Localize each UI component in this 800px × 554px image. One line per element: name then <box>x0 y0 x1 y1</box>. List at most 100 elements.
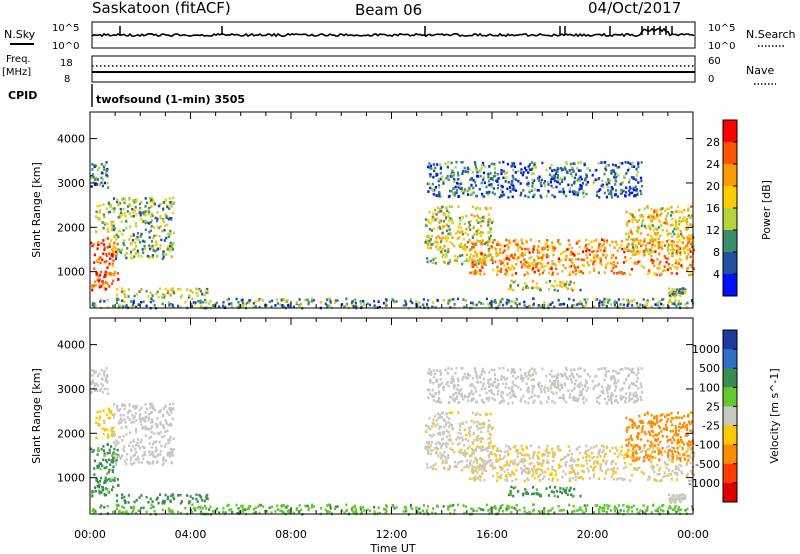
power-cell <box>97 243 100 246</box>
power-cell <box>98 279 101 283</box>
power-cell <box>598 304 601 308</box>
velocity-cell <box>523 479 526 483</box>
velocity-cell <box>488 432 491 436</box>
power-cell <box>546 255 549 259</box>
power-cell <box>201 300 205 304</box>
power-cell <box>512 168 515 172</box>
power-cell <box>637 162 640 166</box>
velocity-cell <box>103 506 106 509</box>
power-cell <box>547 189 550 193</box>
velocity-cell <box>98 485 101 489</box>
power-cell <box>517 179 520 183</box>
power-region-11 <box>667 287 687 299</box>
power-cell <box>499 300 502 304</box>
velocity-cell <box>487 425 490 428</box>
power-cell <box>474 250 477 254</box>
power-cell <box>648 252 651 256</box>
velocity-cell <box>607 395 610 398</box>
velocity-cell <box>650 414 653 417</box>
power-cell <box>447 161 450 164</box>
velocity-cell <box>613 382 616 385</box>
power-cell <box>447 262 450 265</box>
power-cell <box>94 284 97 287</box>
velocity-cell <box>669 473 673 476</box>
velocity-cell <box>627 441 630 444</box>
velocity-cell <box>585 509 588 513</box>
power-cell <box>650 208 653 211</box>
power-cell <box>671 223 674 227</box>
power-cell <box>228 302 231 306</box>
power-cell <box>129 235 132 238</box>
velocity-cell <box>606 468 609 471</box>
velocity-cell <box>659 450 662 454</box>
velocity-cell <box>686 447 690 451</box>
power-cell <box>551 244 554 248</box>
power-cell <box>646 303 649 306</box>
velocity-cell <box>511 471 515 475</box>
power-cell <box>594 298 597 301</box>
freq-tick-bottom: 8 <box>64 74 70 85</box>
power-cell <box>623 272 626 275</box>
velocity-cell <box>633 467 636 470</box>
velocity-cell <box>649 433 652 437</box>
power-cell <box>472 246 475 249</box>
velocity-cell <box>123 445 126 448</box>
power-cell <box>489 177 493 180</box>
power-cell <box>467 193 470 196</box>
power-cell <box>540 184 543 188</box>
velocity-cell <box>523 464 526 467</box>
power-cell <box>457 225 460 229</box>
power-cell <box>138 202 142 206</box>
velocity-cell <box>123 506 126 509</box>
power-cell <box>543 184 547 188</box>
velocity-cell <box>392 505 395 509</box>
velocity-cell <box>491 397 494 400</box>
power-cell <box>621 272 624 276</box>
power-cell <box>557 298 560 302</box>
velocity-cell <box>671 455 674 459</box>
velocity-cell <box>479 479 482 482</box>
velocity-cell <box>642 472 645 475</box>
power-cell <box>661 228 664 232</box>
power-cell <box>98 211 101 215</box>
power-cell <box>510 279 513 283</box>
velocity-cell <box>108 448 111 452</box>
velocity-cell <box>665 420 668 424</box>
power-cell <box>614 164 617 167</box>
velocity-cell <box>113 447 116 451</box>
velocity-cell <box>643 443 646 447</box>
power-cell <box>650 214 653 217</box>
power-cell <box>652 297 655 301</box>
nave-tick-top: 60 <box>708 56 721 67</box>
power-cell <box>615 265 618 268</box>
power-cell <box>437 235 440 238</box>
power-cell <box>594 178 597 182</box>
velocity-cell <box>282 511 286 514</box>
power-cell <box>633 188 636 192</box>
velocity-cell <box>552 459 555 463</box>
power-cell <box>243 302 246 305</box>
power-cell <box>533 179 536 182</box>
velocity-cell <box>98 372 101 375</box>
velocity-cell <box>537 451 540 454</box>
power-cell <box>442 219 445 223</box>
velocity-cell <box>629 479 632 482</box>
power-cell <box>489 258 492 262</box>
power-cell <box>625 210 628 214</box>
power-cell <box>533 260 536 264</box>
power-cell <box>441 224 444 228</box>
velocity-cell <box>487 509 490 512</box>
velocity-cell <box>611 375 614 378</box>
power-cell <box>475 168 478 172</box>
velocity-cell <box>660 508 663 512</box>
velocity-cell <box>553 511 556 515</box>
velocity-cell <box>651 442 654 446</box>
velocity-cell <box>437 412 440 416</box>
power-cell <box>457 177 460 181</box>
velocity-cell <box>656 509 659 513</box>
power-cell <box>675 250 679 254</box>
power-cell <box>498 161 501 164</box>
velocity-cell <box>491 467 494 471</box>
velocity-cell <box>674 427 678 430</box>
power-cell <box>567 247 570 251</box>
